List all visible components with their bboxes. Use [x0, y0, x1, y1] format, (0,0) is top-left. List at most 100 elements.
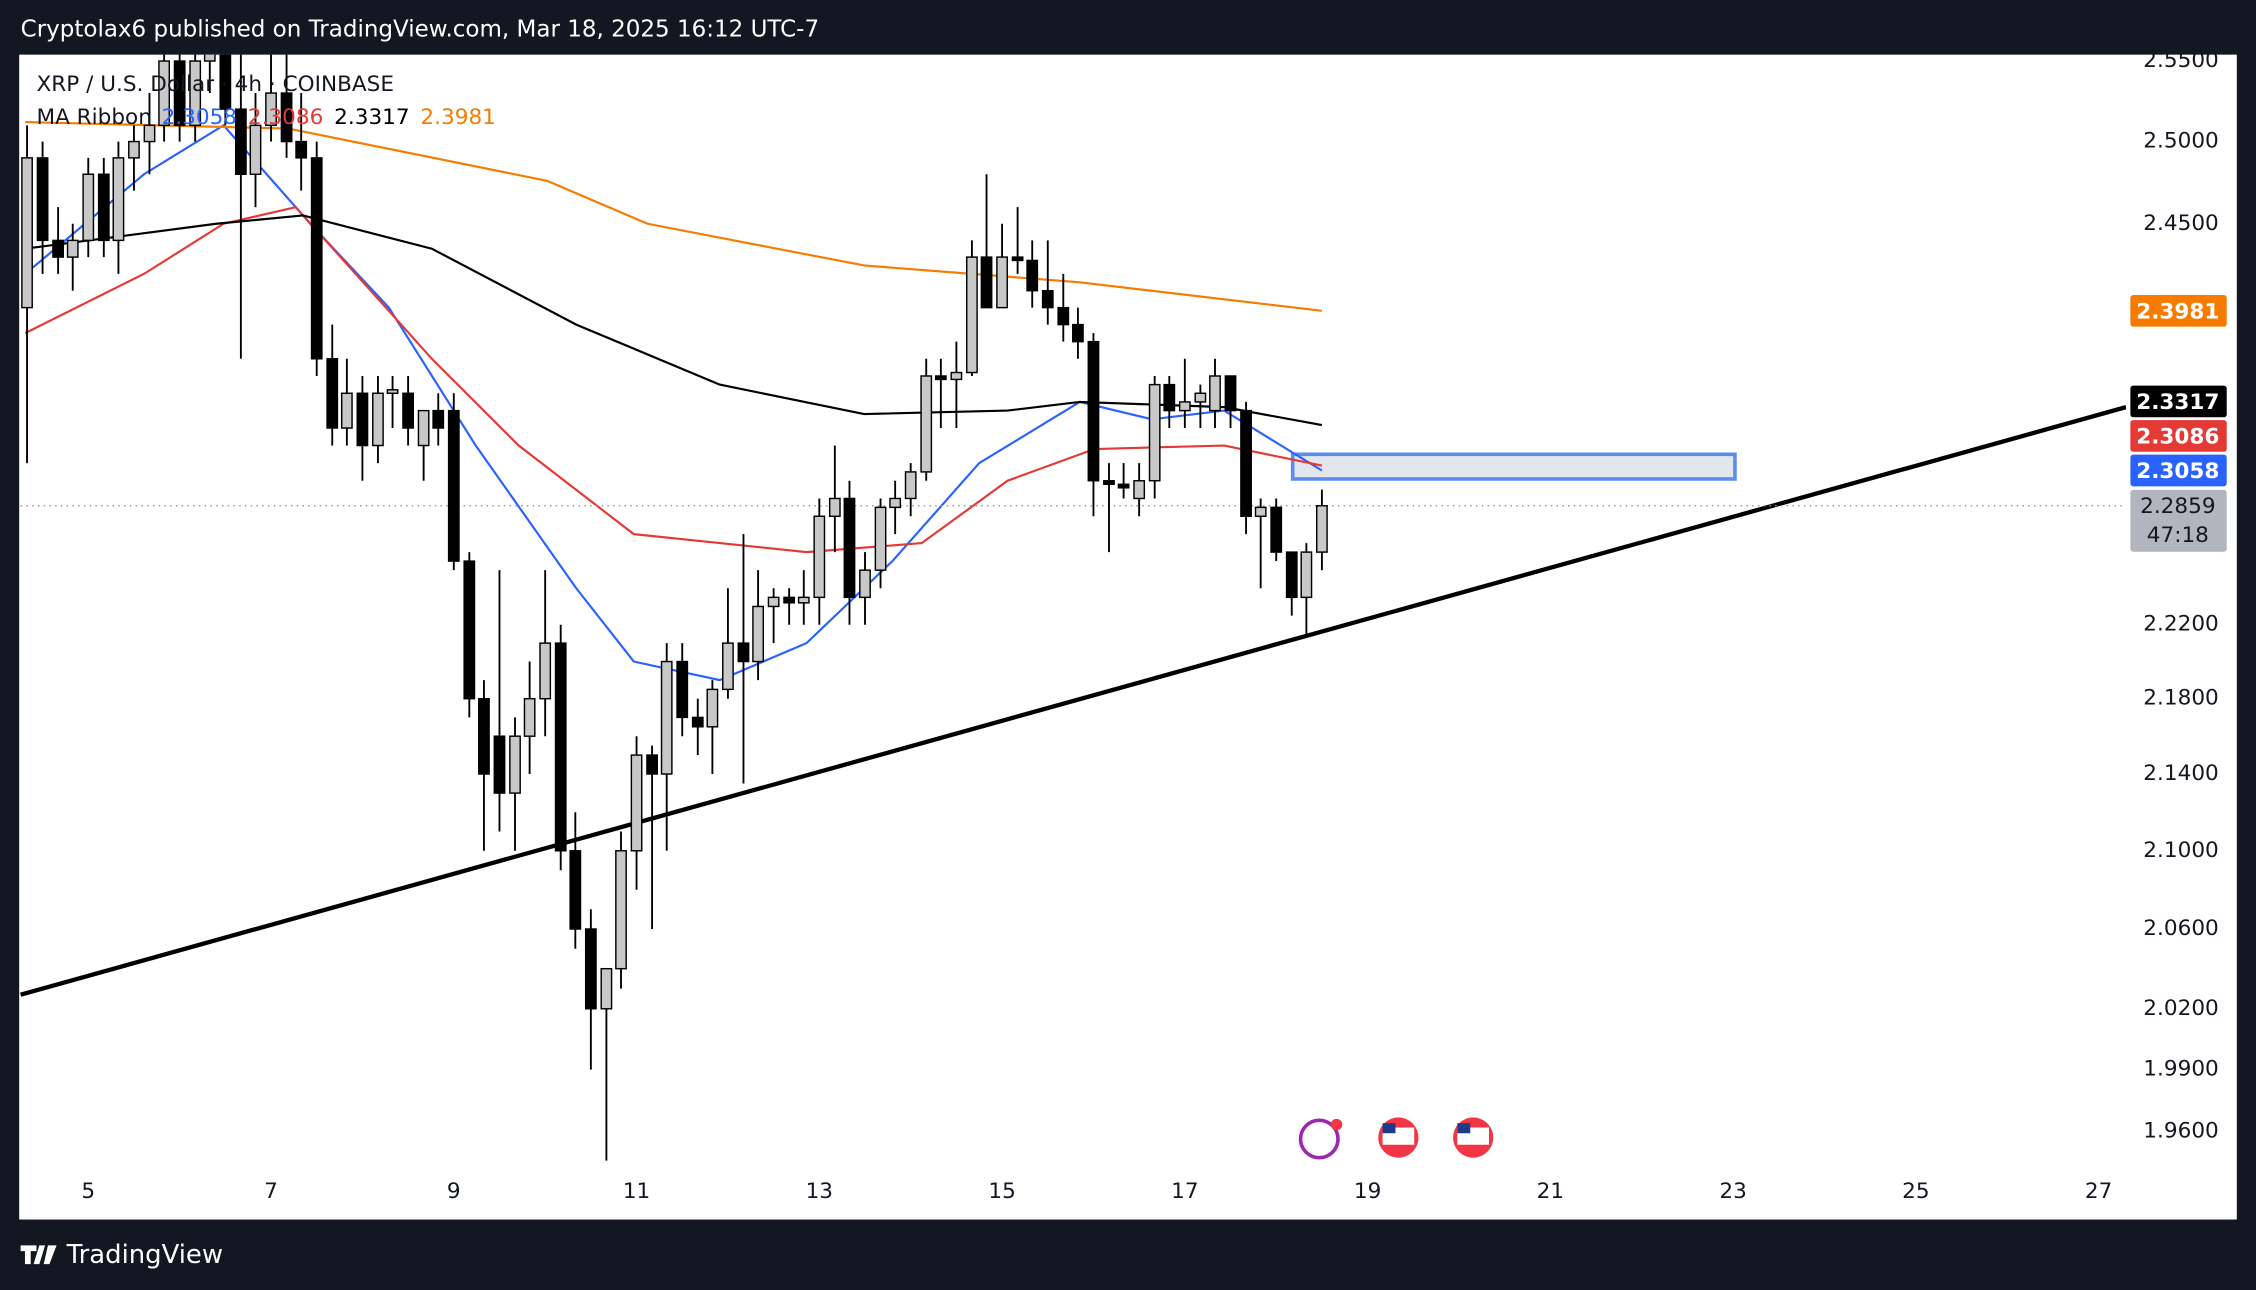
candle-body: [143, 124, 156, 143]
y-tick-label: 2.2200: [2143, 612, 2218, 637]
candle-body: [1148, 383, 1161, 482]
candle-body: [797, 596, 810, 604]
candle-body: [417, 409, 430, 447]
x-tick-label: 11: [623, 1179, 650, 1204]
candle-body: [737, 642, 750, 663]
y-tick-label: 1.9900: [2143, 1057, 2218, 1082]
axes: 2.5500 2.5000 2.4500 2.2200 2.1800 2.1400 2.10…: [81, 48, 2218, 1204]
y-tick-label: 2.1000: [2143, 838, 2218, 863]
candle-body: [158, 60, 171, 127]
candle-body: [173, 60, 186, 127]
plot: [20, 54, 2127, 1161]
candle-body: [189, 60, 202, 127]
candle-body: [600, 967, 613, 1010]
candle-body: [21, 157, 33, 309]
candle-body: [1285, 551, 1298, 599]
candle-body: [1240, 409, 1252, 517]
candle-body: [66, 239, 79, 258]
candle-body: [1117, 483, 1130, 489]
brand: TradingView: [66, 1240, 223, 1270]
candle-body: [447, 409, 460, 562]
header: Cryptolax6 published on TradingView.com,…: [21, 17, 819, 43]
candle-body: [950, 371, 963, 381]
x-tick-label: 17: [1171, 1179, 1198, 1204]
candle-body: [813, 515, 826, 599]
candle-body: [432, 409, 445, 429]
candle-body: [295, 140, 308, 159]
event-icons: [1298, 1117, 1494, 1160]
candle-body: [1026, 259, 1039, 292]
plot-area: [19, 54, 2237, 1220]
candle-body: [372, 392, 384, 447]
last-price-tag: [2130, 489, 2227, 552]
candle-body: [1194, 392, 1207, 403]
candle-body: [1270, 506, 1283, 553]
candle-body: [554, 642, 567, 852]
y-tick-label: 2.5500: [2143, 48, 2218, 73]
y-tick-label: 2.0600: [2143, 916, 2218, 941]
candle-body: [97, 173, 110, 242]
candle-body: [660, 660, 673, 775]
candle-body: [523, 697, 536, 737]
candle-body: [249, 124, 262, 175]
candle-body: [615, 850, 627, 970]
candle-body: [691, 716, 704, 728]
chart-title: XRP / U.S. Dollar · 4h · COINBASE: [36, 72, 394, 97]
candle-body: [996, 256, 1008, 309]
candle-body: [1224, 375, 1237, 412]
candle-body: [966, 256, 978, 374]
last-price-label: 2.2859: [2140, 494, 2215, 519]
candle-body: [783, 596, 796, 604]
candle-body: [203, 54, 216, 62]
legend-value: 2.3086: [248, 105, 323, 130]
legend-value: 2.3058: [162, 105, 237, 130]
legend-value: 2.3981: [420, 105, 495, 130]
x-tick-label: 25: [1902, 1179, 1929, 1204]
price-tag-label: 2.3058: [2136, 459, 2219, 484]
y-tick-label: 2.1800: [2143, 686, 2218, 711]
price-tag-label: 2.3317: [2136, 390, 2219, 415]
candle-body: [539, 642, 552, 700]
candle-body: [493, 735, 506, 794]
candle-body: [326, 358, 339, 429]
candle-body: [52, 239, 65, 258]
candle-body: [676, 660, 689, 719]
candle-body: [828, 497, 841, 517]
candle-body: [1300, 551, 1313, 599]
y-tick-label: 2.1400: [2143, 761, 2218, 786]
price-tag: [2130, 295, 2227, 327]
candle-body: [234, 108, 247, 175]
candle-body: [920, 375, 933, 473]
candle-body: [509, 735, 521, 794]
candle-body: [1254, 506, 1267, 517]
x-tick-label: 27: [2085, 1179, 2112, 1204]
candle-body: [569, 850, 582, 930]
candle-body: [386, 389, 399, 394]
candle-body: [1011, 256, 1024, 262]
price-tag: [2130, 420, 2227, 452]
candle-body: [219, 54, 232, 110]
candle-body: [646, 754, 658, 775]
x-tick-label: 19: [1354, 1179, 1381, 1204]
candle-body: [82, 173, 95, 242]
legend-value: 2.3317: [334, 105, 409, 130]
candle-body: [859, 569, 871, 599]
candle-body: [980, 256, 993, 309]
candle-body: [1209, 375, 1221, 412]
candle-body: [1316, 505, 1328, 553]
legend-title: MA Ribbon: [36, 105, 151, 130]
candle-body: [630, 754, 643, 852]
y-tick-label: 2.4500: [2143, 211, 2218, 236]
candle-body: [889, 497, 902, 509]
x-tick-label: 23: [1719, 1179, 1746, 1204]
candle-body: [36, 157, 49, 242]
candle-body: [1178, 401, 1191, 412]
candle-body: [402, 392, 414, 429]
x-tick-label: 13: [806, 1179, 833, 1204]
candle-body: [340, 392, 353, 429]
price-tag: [2130, 385, 2227, 418]
candle-body: [128, 140, 140, 159]
candle-body: [478, 697, 490, 775]
